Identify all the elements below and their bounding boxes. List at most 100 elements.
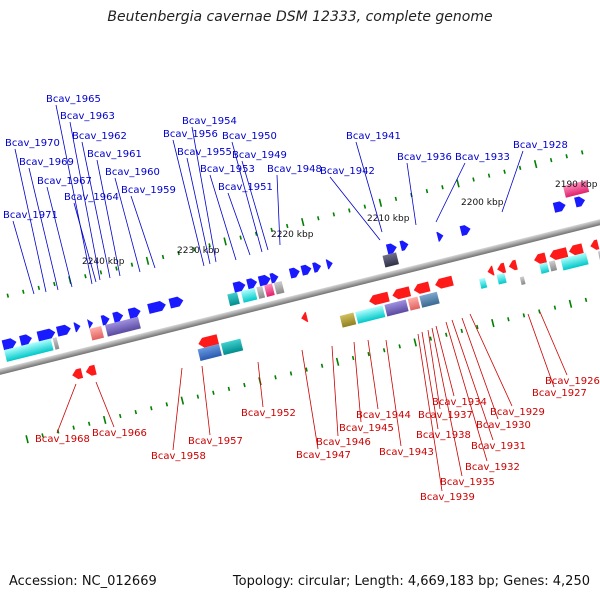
scale-tick (533, 159, 538, 169)
scale-tick (503, 169, 506, 174)
forward-gene (19, 334, 32, 346)
forward-gene-label: Bcav_1936 (397, 152, 452, 163)
scale-tick (317, 216, 320, 221)
forward-gene (257, 274, 271, 287)
leader-line (527, 313, 555, 388)
scale-tick (584, 297, 588, 303)
feature-block (407, 296, 421, 311)
scale-tick (6, 293, 10, 298)
reverse-gene-label: Bcav_1958 (151, 451, 206, 462)
reverse-gene-label: Bcav_1932 (465, 462, 520, 473)
feature-block (382, 252, 399, 268)
leader-line (81, 141, 111, 279)
reverse-gene (497, 262, 507, 274)
forward-gene (100, 315, 110, 326)
leader-line (95, 381, 115, 428)
scale-tick (177, 250, 180, 256)
forward-gene (300, 264, 312, 276)
reverse-gene-label: Bcav_1935 (440, 477, 495, 488)
leader-line (435, 162, 466, 223)
forward-gene-label: Bcav_1941 (346, 131, 401, 142)
forward-gene-label: Bcav_1971 (3, 210, 58, 221)
reverse-gene-label: Bcav_1927 (532, 388, 587, 399)
leader-line (186, 157, 211, 265)
scale-tick (335, 357, 340, 366)
forward-gene-label: Bcav_1967 (37, 176, 92, 187)
scale-tick (549, 158, 553, 163)
feature-block (519, 276, 526, 286)
reverse-gene (413, 281, 431, 294)
reverse-gene-label: Bcav_1929 (490, 407, 545, 418)
scale-tick (289, 371, 293, 376)
forward-gene-label: Bcav_1955 (177, 147, 232, 158)
feature-block (384, 299, 409, 317)
scale-tick (568, 299, 573, 308)
reverse-gene (569, 243, 584, 256)
feature-block (4, 338, 54, 362)
forward-gene-label: Bcav_1961 (87, 149, 142, 160)
genome-backbone (0, 211, 600, 383)
reverse-gene-label: Bcav_1939 (420, 492, 475, 503)
scale-tick (320, 363, 324, 368)
scale-tick (161, 254, 165, 260)
reverse-gene-label: Bcav_1945 (339, 423, 394, 434)
reverse-gene-label: Bcav_1947 (296, 450, 351, 461)
scale-tick (118, 413, 122, 419)
forward-gene-label: Bcav_1954 (182, 116, 237, 127)
reverse-gene-label: Bcav_1968 (35, 434, 90, 445)
leader-line (201, 365, 211, 436)
scale-tick (192, 247, 196, 252)
forward-gene (288, 267, 300, 279)
scale-tick (472, 177, 475, 182)
leader-line (276, 174, 281, 246)
forward-gene (269, 272, 279, 284)
scale-tick (165, 402, 169, 407)
leader-line (421, 331, 439, 430)
scale-tick (56, 429, 60, 434)
scale-tick (363, 204, 367, 209)
reverse-gene-label: Bcav_1931 (471, 441, 526, 452)
forward-gene (574, 196, 586, 208)
scale-tick (348, 208, 351, 213)
scale-label: 2230 kbp (177, 246, 220, 256)
forward-gene (73, 322, 81, 333)
leader-line (96, 159, 121, 277)
feature-block (479, 277, 488, 289)
feature-block (355, 305, 386, 324)
scale-tick (305, 367, 308, 372)
leader-line (172, 139, 205, 267)
leader-line (172, 367, 183, 451)
feature-block (264, 283, 275, 297)
feature-block (539, 262, 550, 274)
reverse-gene (487, 265, 495, 276)
forward-gene-label: Bcav_1942 (320, 166, 375, 177)
leader-line (355, 141, 383, 233)
reverse-gene (534, 252, 547, 264)
scale-tick (565, 154, 568, 159)
leader-line (55, 104, 93, 285)
reverse-gene-label: Bcav_1966 (92, 428, 147, 439)
scale-tick (445, 332, 448, 337)
scale-tick (239, 235, 242, 240)
reverse-gene (435, 275, 454, 289)
reverse-gene (508, 259, 518, 271)
scale-tick (476, 324, 479, 330)
reverse-gene-label: Bcav_1937 (418, 410, 473, 421)
feature-block (256, 285, 266, 299)
feature-block (273, 280, 285, 295)
forward-gene-label: Bcav_1963 (60, 111, 115, 122)
leader-line (241, 160, 269, 251)
scale-tick (208, 243, 211, 248)
scale-tick (223, 237, 227, 246)
feature-block (227, 292, 240, 307)
forward-gene (325, 259, 333, 270)
leader-line (14, 148, 47, 293)
reverse-gene (198, 334, 219, 348)
reverse-gene-label: Bcav_1930 (476, 420, 531, 431)
forward-gene (436, 231, 444, 242)
scale-tick (491, 319, 495, 328)
reverse-gene-label: Bcav_1926 (545, 376, 600, 387)
leader-line (406, 162, 417, 226)
leader-line (539, 311, 568, 376)
leader-line (461, 317, 499, 420)
